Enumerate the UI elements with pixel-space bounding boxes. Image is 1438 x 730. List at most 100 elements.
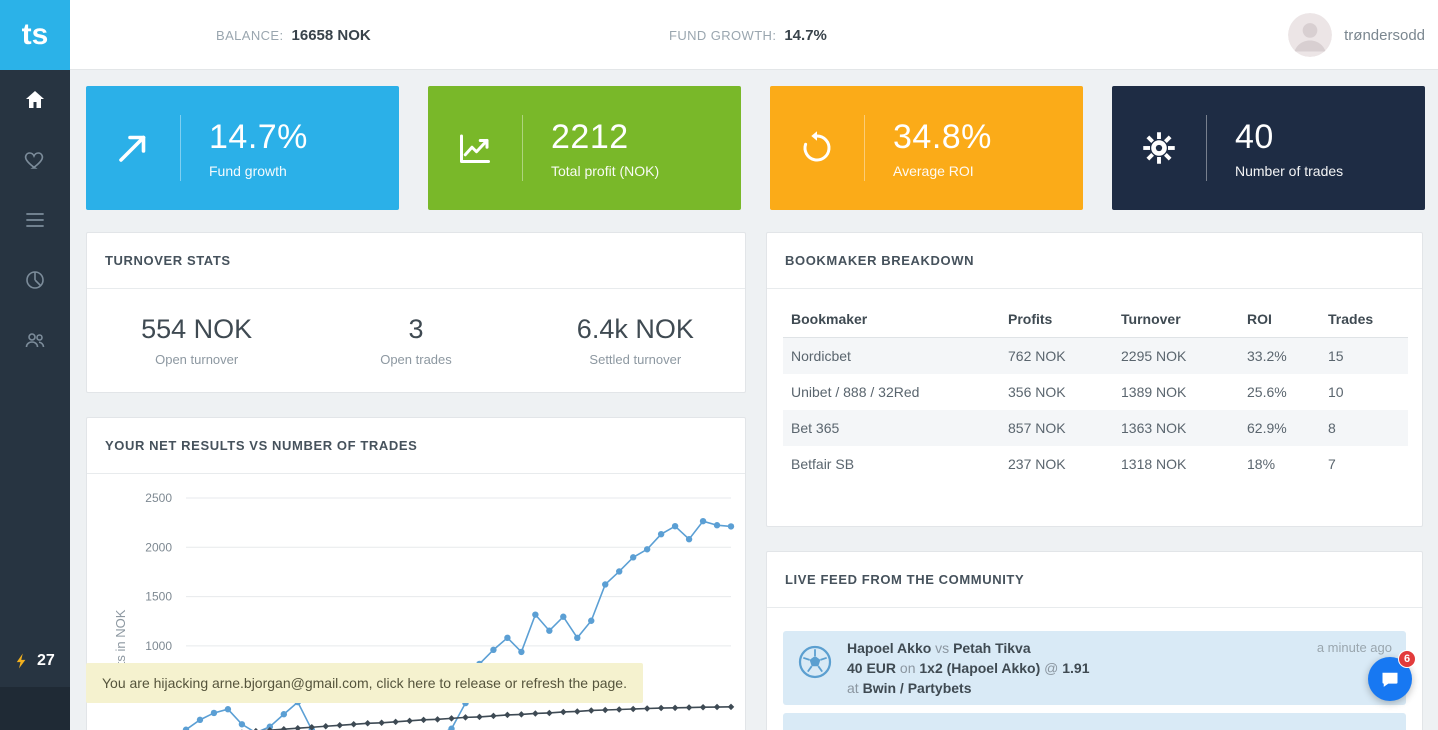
number-of-trades-card-label: Number of trades <box>1235 162 1344 179</box>
user-menu[interactable]: trøndersodd <box>1288 0 1425 70</box>
turnover-stats-panel: TURNOVER STATS 554 NOK Open turnover 3 O… <box>86 232 746 393</box>
feed-item[interactable] <box>783 713 1406 730</box>
home-icon <box>26 91 44 108</box>
card-divider <box>522 115 523 181</box>
svg-text:2500: 2500 <box>145 491 172 505</box>
on-text: on <box>899 660 916 676</box>
trades-cell: 10 <box>1328 384 1344 400</box>
vs-text: vs <box>935 640 950 656</box>
sidebar-footer <box>0 687 70 730</box>
open-turnover-label: Open turnover <box>155 352 239 367</box>
heart-icon <box>24 152 44 169</box>
stat-cards-row: 14.7% Fund growth 2212 Total profit (NOK… <box>86 86 1425 210</box>
live-feed-title: LIVE FEED FROM THE COMMUNITY <box>767 552 1422 608</box>
sidebar-item-trades[interactable] <box>0 190 70 250</box>
chat-launcher-button[interactable]: 6 <box>1368 650 1416 701</box>
net-results-title: YOUR NET RESULTS VS NUMBER OF TRADES <box>87 418 745 474</box>
svg-text:1500: 1500 <box>145 590 172 604</box>
profits-cell: 857 NOK <box>1008 420 1066 436</box>
card-divider <box>180 115 181 181</box>
balance-label: BALANCE: <box>216 27 284 43</box>
fund-growth-card-value: 14.7% <box>209 117 308 156</box>
total-profit-card-value: 2212 <box>551 117 629 156</box>
trades-cell: 15 <box>1328 348 1344 364</box>
svg-text:1000: 1000 <box>145 639 172 653</box>
community-icon <box>25 333 45 348</box>
total-profit-card: 2212 Total profit (NOK) <box>428 86 741 210</box>
open-turnover-value: 554 NOK <box>141 314 253 344</box>
profits-cell: 237 NOK <box>1008 456 1066 472</box>
settled-turnover-stat: 6.4k NOK Settled turnover <box>526 314 745 367</box>
top-header: BALANCE: 16658 NOK FUND GROWTH: 14.7% tr… <box>70 0 1438 70</box>
feed-bet-line: 40 EUR on 1x2 (Hapoel Akko) @ 1.91 <box>847 658 1392 678</box>
avatar <box>1288 13 1333 57</box>
feed-bookmaker: Bwin / Partybets <box>862 680 972 696</box>
fund-growth-stat: FUND GROWTH: 14.7% <box>669 0 827 70</box>
roi-cell: 33.2% <box>1247 348 1287 364</box>
column-header-profits: Profits <box>1000 299 1113 338</box>
feed-timestamp: a minute ago <box>1316 640 1392 655</box>
trades-cell: 7 <box>1328 456 1336 472</box>
hijack-notification-bar[interactable]: You are hijacking arne.bjorgan@gmail.com… <box>86 663 643 703</box>
balance-value: 16658 NOK <box>291 26 371 44</box>
chat-unread-badge: 6 <box>1398 650 1416 668</box>
profits-cell: 762 NOK <box>1008 348 1066 364</box>
lightning-icon <box>16 653 26 669</box>
trades-cell: 8 <box>1328 420 1336 436</box>
open-turnover-stat: 554 NOK Open turnover <box>87 314 306 367</box>
circular-arrows-icon <box>770 130 864 166</box>
column-header-turnover: Turnover <box>1113 299 1239 338</box>
live-feed-panel: LIVE FEED FROM THE COMMUNITY Hapoel Akko… <box>766 551 1423 730</box>
feed-match-line: Hapoel Akko vs Petah Tikva <box>847 638 1392 658</box>
sidebar-item-favorites[interactable] <box>0 130 70 190</box>
sidebar-item-stats[interactable] <box>0 250 70 310</box>
line-chart-icon <box>428 130 522 166</box>
table-row: Nordicbet 762 NOK 2295 NOK 33.2% 15 <box>783 337 1408 374</box>
open-trades-label: Open trades <box>380 352 452 367</box>
turnover-stats-title: TURNOVER STATS <box>87 233 745 289</box>
bookmaker-cell: Nordicbet <box>791 348 851 364</box>
bookmaker-table: Bookmaker Profits Turnover ROI Trades No… <box>783 299 1408 482</box>
settled-turnover-value: 6.4k NOK <box>576 314 694 344</box>
number-of-trades-card: 40 Number of trades <box>1112 86 1425 210</box>
fund-growth-label: FUND GROWTH: <box>669 27 777 43</box>
fund-growth-card-label: Fund growth <box>209 162 287 179</box>
roi-cell: 62.9% <box>1247 420 1287 436</box>
sidebar: ts <box>0 0 70 730</box>
sidebar-item-community[interactable] <box>0 310 70 370</box>
svg-text:2000: 2000 <box>145 540 172 554</box>
column-header-roi: ROI <box>1239 299 1320 338</box>
profits-cell: 356 NOK <box>1008 384 1066 400</box>
feed-item[interactable]: Hapoel Akko vs Petah Tikva 40 EUR on 1x2… <box>783 631 1406 705</box>
app-logo[interactable]: ts <box>0 0 70 70</box>
balance-stat: BALANCE: 16658 NOK <box>216 0 371 70</box>
card-divider <box>864 115 865 181</box>
odds: 1.91 <box>1062 660 1090 676</box>
column-header-trades: Trades <box>1320 299 1408 338</box>
avatar-placeholder-icon <box>1288 13 1333 57</box>
bookmaker-cell: Unibet / 888 / 32Red <box>791 384 920 400</box>
bookmaker-breakdown-title: BOOKMAKER BREAKDOWN <box>767 233 1422 289</box>
average-roi-card-label: Average ROI <box>893 162 974 179</box>
at-sign: @ <box>1044 660 1059 676</box>
username: trøndersodd <box>1344 26 1425 44</box>
table-row: Unibet / 888 / 32Red 356 NOK 1389 NOK 25… <box>783 374 1408 410</box>
turnover-cell: 1318 NOK <box>1121 456 1187 472</box>
bookmaker-cell: Bet 365 <box>791 420 840 436</box>
turnover-cell: 2295 NOK <box>1121 348 1187 364</box>
roi-cell: 18% <box>1247 456 1276 472</box>
table-header-row: Bookmaker Profits Turnover ROI Trades <box>783 299 1408 338</box>
logo-text: ts <box>21 18 49 51</box>
card-divider <box>1206 115 1207 181</box>
total-profit-card-label: Total profit (NOK) <box>551 162 660 179</box>
settled-turnover-label: Settled turnover <box>589 352 682 367</box>
turnover-cell: 1389 NOK <box>1121 384 1187 400</box>
average-roi-card: 34.8% Average ROI <box>770 86 1083 210</box>
table-row: Betfair SB 237 NOK 1318 NOK 18% 7 <box>783 446 1408 482</box>
at-text: at <box>847 680 859 696</box>
sidebar-item-home[interactable] <box>0 70 70 130</box>
column-header-bookmaker: Bookmaker <box>783 299 1000 338</box>
power-ups-counter[interactable]: 27 <box>0 640 70 682</box>
stake: 40 EUR <box>847 660 897 676</box>
power-ups-count: 27 <box>37 652 55 669</box>
